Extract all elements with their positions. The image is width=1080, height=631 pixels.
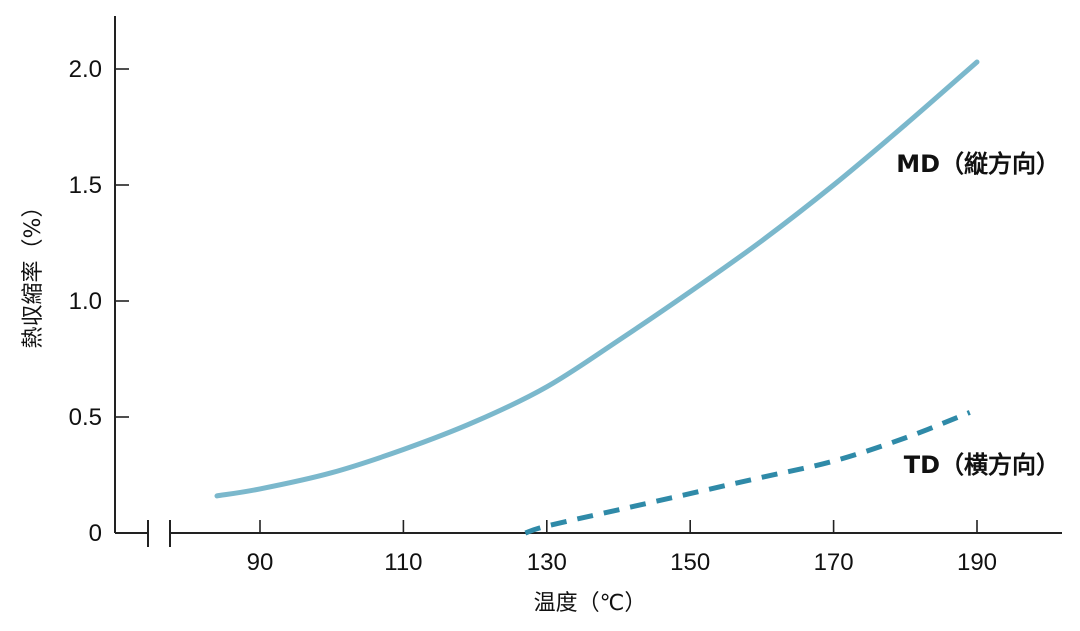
y-tick-label: 0.5	[69, 404, 102, 431]
x-tick-label: 170	[814, 549, 854, 576]
y-tick-label: 0	[89, 520, 102, 547]
x-tick-label: 90	[247, 549, 274, 576]
y-tick-label: 1.5	[69, 172, 102, 199]
series-lines	[214, 59, 980, 536]
y-tick-label: 2.0	[69, 56, 102, 83]
x-tick-label: 150	[670, 549, 710, 576]
y-tick-label: 1.0	[69, 288, 102, 315]
series-label-md: MD（縦方向）	[896, 150, 1060, 178]
x-tick-label: 190	[957, 549, 997, 576]
y-axis-title: 熱収縮率（%）	[21, 196, 46, 349]
series-label-td: TD（横方向）	[904, 451, 1060, 479]
x-axis-title: 温度（℃）	[534, 591, 647, 616]
x-ticks: 90 110 130 150 170 190	[247, 520, 997, 576]
y-ticks: 0 0.5 1.0 1.5 2.0	[69, 56, 129, 547]
x-tick-label: 110	[384, 549, 422, 576]
td-series-line	[524, 410, 971, 536]
x-tick-label: 130	[527, 549, 567, 576]
md-series-line	[214, 59, 980, 499]
axes	[114, 16, 1062, 547]
